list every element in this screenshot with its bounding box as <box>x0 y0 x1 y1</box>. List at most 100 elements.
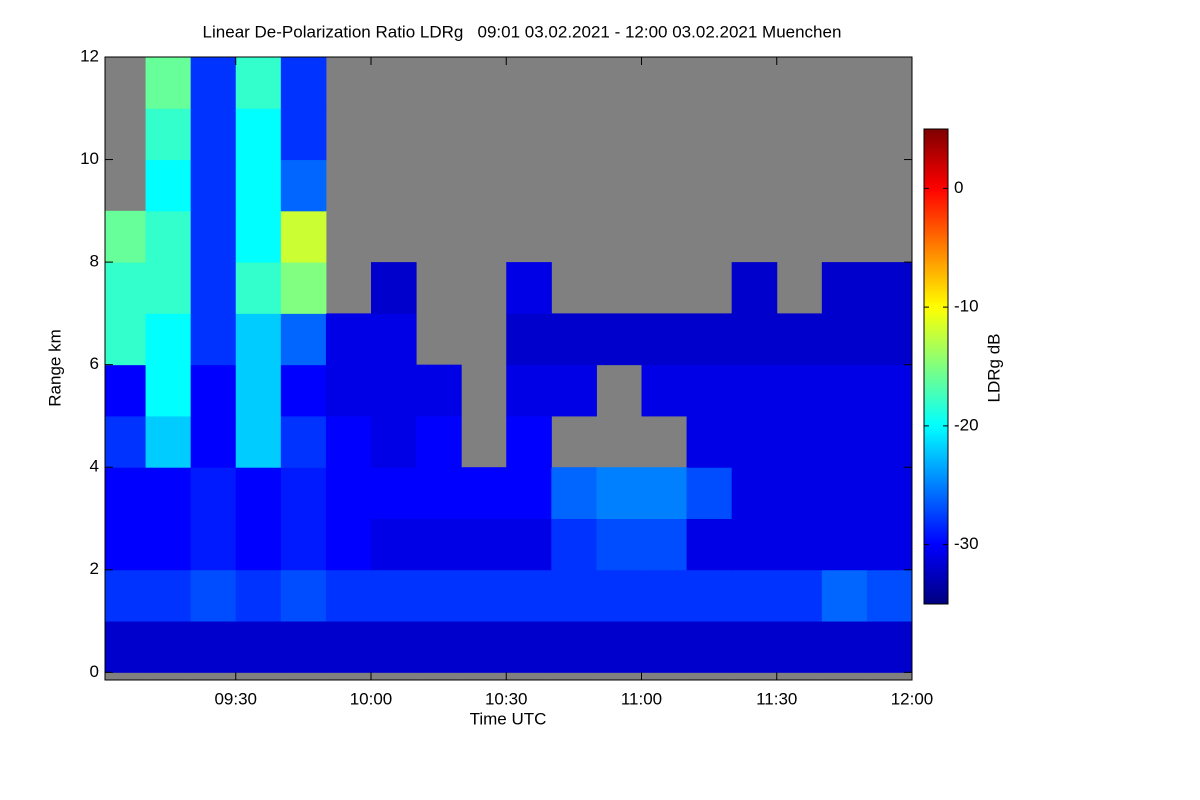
heatmap-cell <box>461 569 507 622</box>
heatmap-cell <box>641 569 688 622</box>
plot-frame <box>104 56 913 681</box>
heatmap-cell <box>145 57 192 109</box>
heatmap-cell <box>776 415 823 468</box>
heatmap-cell <box>145 262 192 314</box>
y-tick-label: 12 <box>80 46 99 65</box>
heatmap-cell <box>686 569 733 622</box>
heatmap-cell <box>821 467 868 519</box>
heatmap-cell <box>325 467 372 519</box>
heatmap-cell <box>370 569 417 622</box>
y-tick-label: 0 <box>90 662 99 681</box>
heatmap-cell <box>190 262 237 314</box>
heatmap-cell <box>866 569 913 622</box>
y-tick-label: 4 <box>90 457 99 476</box>
heatmap-cell <box>596 621 642 673</box>
heatmap-cell <box>506 415 552 468</box>
heatmap-cell <box>105 364 147 417</box>
heatmap-cell <box>551 569 597 622</box>
heatmap-cell <box>686 313 733 366</box>
heatmap-cell <box>145 108 192 161</box>
heatmap-cell <box>190 621 237 673</box>
heatmap-cell <box>280 621 327 673</box>
heatmap-cell <box>416 569 462 622</box>
heatmap-cell <box>370 621 417 673</box>
x-tick-label: 11:00 <box>621 689 662 708</box>
heatmap-cell <box>105 467 147 519</box>
heatmap-cell <box>235 467 282 519</box>
heatmap-cell <box>821 364 868 417</box>
heatmap-cell <box>866 467 913 519</box>
axes: 0 2 4 6 8 10 12 09:30 10:00 10:30 11:00 11:30 12:00 0… <box>80 46 979 708</box>
heatmap-cell <box>821 569 868 622</box>
heatmap-cell <box>190 364 237 417</box>
heatmap-cell <box>105 313 147 366</box>
heatmap-cell <box>325 313 372 366</box>
heatmap-cell <box>506 467 552 519</box>
heatmap-cell <box>461 467 507 519</box>
heatmap-cell <box>280 569 327 622</box>
heatmap-cell <box>235 569 282 622</box>
heatmap-cell <box>461 518 507 571</box>
colorbar-label: LDRg dB <box>984 334 1003 403</box>
heatmap-cell <box>145 518 192 571</box>
heatmap-cell <box>280 518 327 571</box>
heatmap-cell <box>190 210 237 263</box>
colorbar-tick-label: -30 <box>954 534 979 553</box>
x-axis-label: Time UTC <box>470 709 547 728</box>
heatmap-cell <box>145 621 192 673</box>
heatmap-cell <box>731 518 778 571</box>
heatmap-cell <box>235 108 282 161</box>
heatmap-cell <box>280 108 327 161</box>
heatmap-cell <box>551 364 597 417</box>
heatmap-cell <box>370 415 417 468</box>
colorbar-tick-label: 0 <box>954 178 963 197</box>
colorbar-tick-label: -20 <box>954 415 979 434</box>
heatmap-cell <box>145 415 192 468</box>
x-tick-label: 10:30 <box>485 689 528 708</box>
heatmap-cell <box>776 467 823 519</box>
heatmap-cell <box>506 569 552 622</box>
heatmap-cell <box>416 415 462 468</box>
heatmap-cell <box>866 415 913 468</box>
heatmap-cell <box>866 262 913 314</box>
heatmap-cell <box>776 621 823 673</box>
heatmap-cell <box>776 569 823 622</box>
heatmap-cell <box>190 569 237 622</box>
heatmap-cell <box>596 569 642 622</box>
heatmap-cell <box>190 415 237 468</box>
heatmap-cell <box>731 621 778 673</box>
heatmap-cell <box>105 621 147 673</box>
heatmap-cell <box>686 415 733 468</box>
heatmap-cell <box>325 518 372 571</box>
heatmap-cell <box>235 313 282 366</box>
heatmap-cell <box>506 313 552 366</box>
heatmap-cell <box>235 364 282 417</box>
heatmap-cell <box>325 364 372 417</box>
heatmap-cell <box>280 364 327 417</box>
heatmap-cell <box>105 262 147 314</box>
heatmap-cell <box>280 467 327 519</box>
colorbar-tick-label: -10 <box>954 297 979 316</box>
heatmap-cell <box>235 262 282 314</box>
heatmap-cell <box>145 313 192 366</box>
heatmap-cell <box>506 621 552 673</box>
heatmap-cell <box>821 518 868 571</box>
heatmap-cell <box>776 313 823 366</box>
heatmap-cell <box>235 159 282 212</box>
heatmap-cell <box>686 467 733 519</box>
heatmap-cell <box>776 518 823 571</box>
heatmap-cell <box>370 313 417 366</box>
heatmap-cell <box>686 621 733 673</box>
heatmap-cell <box>416 467 462 519</box>
heatmap-cell <box>370 518 417 571</box>
heatmap-cell <box>105 210 147 263</box>
heatmap-cell <box>280 313 327 366</box>
heatmap-cell <box>776 364 823 417</box>
heatmap-cell <box>416 518 462 571</box>
x-tick-label: 09:30 <box>214 689 257 708</box>
heatmap-cell <box>731 467 778 519</box>
heatmap-cell <box>686 364 733 417</box>
heatmap-cell <box>551 467 597 519</box>
colorbar <box>923 128 949 605</box>
